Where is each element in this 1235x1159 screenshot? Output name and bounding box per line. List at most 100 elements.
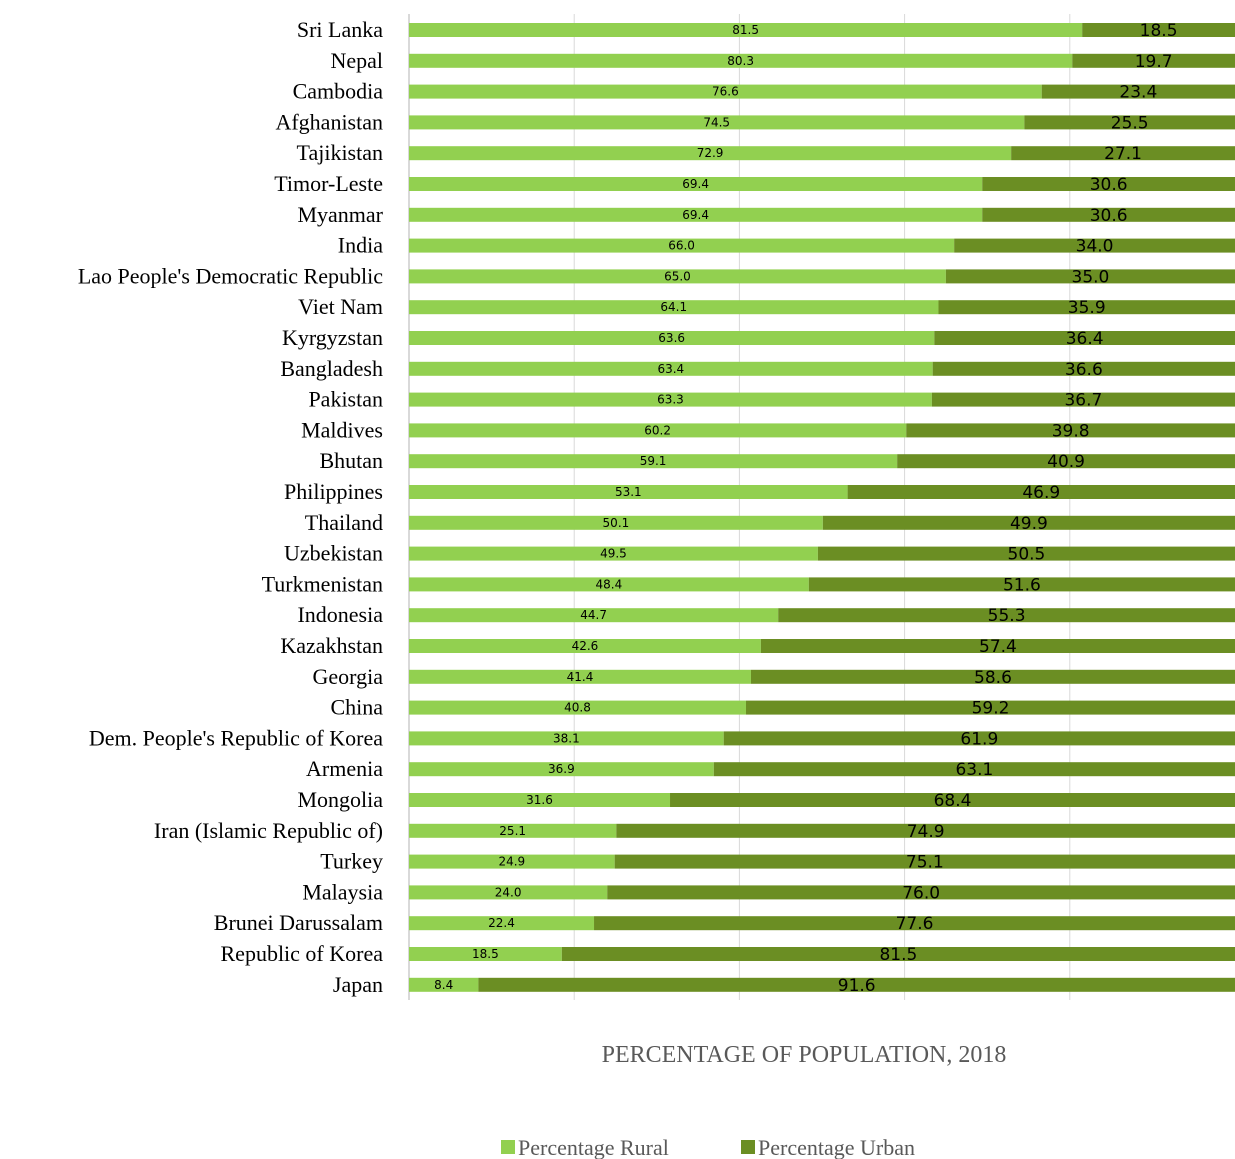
bar-rural xyxy=(409,53,1073,68)
data-label-urban: 61.9 xyxy=(960,729,998,749)
data-label-urban: 55.3 xyxy=(988,606,1026,626)
bar-urban xyxy=(847,485,1235,499)
bar-rural xyxy=(409,177,983,191)
bar-rural xyxy=(409,485,848,499)
category-label: Brunei Darussalam xyxy=(214,910,383,935)
data-label-urban: 36.4 xyxy=(1066,329,1104,349)
data-label-rural: 25.1 xyxy=(499,824,526,838)
category-label: Armenia xyxy=(306,756,383,781)
category-label: Afghanistan xyxy=(275,109,383,134)
data-label-urban: 76.0 xyxy=(902,883,940,903)
category-label: Thailand xyxy=(305,510,383,535)
data-label-rural: 76.6 xyxy=(712,85,739,99)
data-label-rural: 63.3 xyxy=(657,393,684,407)
category-label: Pakistan xyxy=(308,387,383,412)
data-label-urban: 19.7 xyxy=(1135,52,1173,72)
bar-rural xyxy=(409,669,751,684)
bar-urban xyxy=(934,331,1235,345)
bar-urban xyxy=(1072,53,1235,68)
data-label-rural: 63.6 xyxy=(658,331,685,345)
bar-urban xyxy=(945,269,1235,284)
data-label-rural: 8.4 xyxy=(434,978,453,992)
bar-urban xyxy=(713,762,1235,777)
bar-rural xyxy=(409,885,608,900)
category-label: Iran (Islamic Republic of) xyxy=(154,818,383,843)
bar-rural xyxy=(409,977,479,992)
category-label: Turkey xyxy=(320,849,383,874)
bar-urban xyxy=(778,608,1235,623)
bar-urban xyxy=(822,515,1235,530)
bar-rural xyxy=(409,947,562,961)
data-label-urban: 46.9 xyxy=(1022,483,1060,503)
bar-urban xyxy=(760,639,1235,653)
category-label: India xyxy=(338,233,383,258)
bar-rural xyxy=(409,23,1083,37)
data-label-rural: 53.1 xyxy=(615,485,642,499)
data-label-urban: 81.5 xyxy=(879,945,917,965)
data-label-urban: 34.0 xyxy=(1076,237,1114,257)
bar-rural xyxy=(409,762,714,777)
data-label-rural: 64.1 xyxy=(660,300,687,314)
data-label-urban: 35.0 xyxy=(1072,267,1110,287)
category-label: Uzbekistan xyxy=(284,541,383,566)
data-label-rural: 41.4 xyxy=(567,670,594,684)
category-label: Sri Lanka xyxy=(297,17,383,42)
bar-rural xyxy=(409,639,761,653)
category-label: Kazakhstan xyxy=(280,633,383,658)
bar-rural xyxy=(409,84,1042,99)
legend: Percentage Rural Percentage Urban xyxy=(501,1135,915,1159)
category-label: Dem. People's Republic of Korea xyxy=(89,725,383,750)
data-label-rural: 81.5 xyxy=(732,23,759,37)
category-label: Philippines xyxy=(284,479,383,504)
bar-rural xyxy=(409,146,1012,161)
bar-urban xyxy=(750,669,1235,684)
bar-rural xyxy=(409,454,898,469)
bar-rural xyxy=(409,700,747,715)
bar-rural xyxy=(409,361,933,376)
bar-rural xyxy=(409,207,983,222)
bar-rural xyxy=(409,793,671,807)
data-label-urban: 25.5 xyxy=(1111,113,1149,133)
bar-urban xyxy=(746,700,1235,715)
data-label-urban: 50.5 xyxy=(1008,545,1046,565)
bar-urban xyxy=(982,207,1235,222)
data-label-rural: 59.1 xyxy=(640,454,667,468)
bar-rural xyxy=(409,423,907,438)
category-label: Tajikistan xyxy=(297,140,383,165)
bar-rural xyxy=(409,577,809,592)
category-label: Japan xyxy=(333,972,383,997)
bars xyxy=(409,23,1235,992)
bar-urban xyxy=(614,854,1235,869)
value-labels: 81.5 18.5 80.3 19.7 76.6 23.4 74.5 25.5 72.9 27.1… xyxy=(434,21,1177,996)
category-label: Myanmar xyxy=(297,202,383,227)
data-label-urban: 36.6 xyxy=(1065,360,1103,380)
data-label-rural: 69.4 xyxy=(682,208,709,222)
data-label-urban: 30.6 xyxy=(1090,175,1128,195)
bar-rural xyxy=(409,823,617,838)
data-label-rural: 72.9 xyxy=(697,146,724,160)
bar-urban xyxy=(897,454,1235,469)
category-label: Turkmenistan xyxy=(262,571,383,596)
legend-swatch xyxy=(741,1140,755,1154)
bar-rural xyxy=(409,269,946,284)
bar-rural xyxy=(409,392,932,407)
data-label-urban: 27.1 xyxy=(1104,144,1142,164)
bar-rural xyxy=(409,238,955,253)
data-label-urban: 57.4 xyxy=(979,637,1017,657)
category-label: Viet Nam xyxy=(298,294,383,319)
data-label-rural: 69.4 xyxy=(682,177,709,191)
data-label-rural: 22.4 xyxy=(488,916,515,930)
category-label: Maldives xyxy=(301,417,383,442)
bar-urban xyxy=(938,300,1235,315)
data-label-urban: 35.9 xyxy=(1068,298,1106,318)
bar-urban xyxy=(817,546,1235,561)
category-label: Kyrgyzstan xyxy=(282,325,383,350)
data-label-urban: 59.2 xyxy=(972,699,1010,719)
bar-urban xyxy=(1024,115,1235,130)
bar-urban xyxy=(1041,84,1235,99)
bar-urban xyxy=(906,423,1235,438)
legend-label: Percentage Rural xyxy=(518,1135,669,1159)
category-label: Bangladesh xyxy=(280,356,383,381)
bar-rural xyxy=(409,331,935,345)
